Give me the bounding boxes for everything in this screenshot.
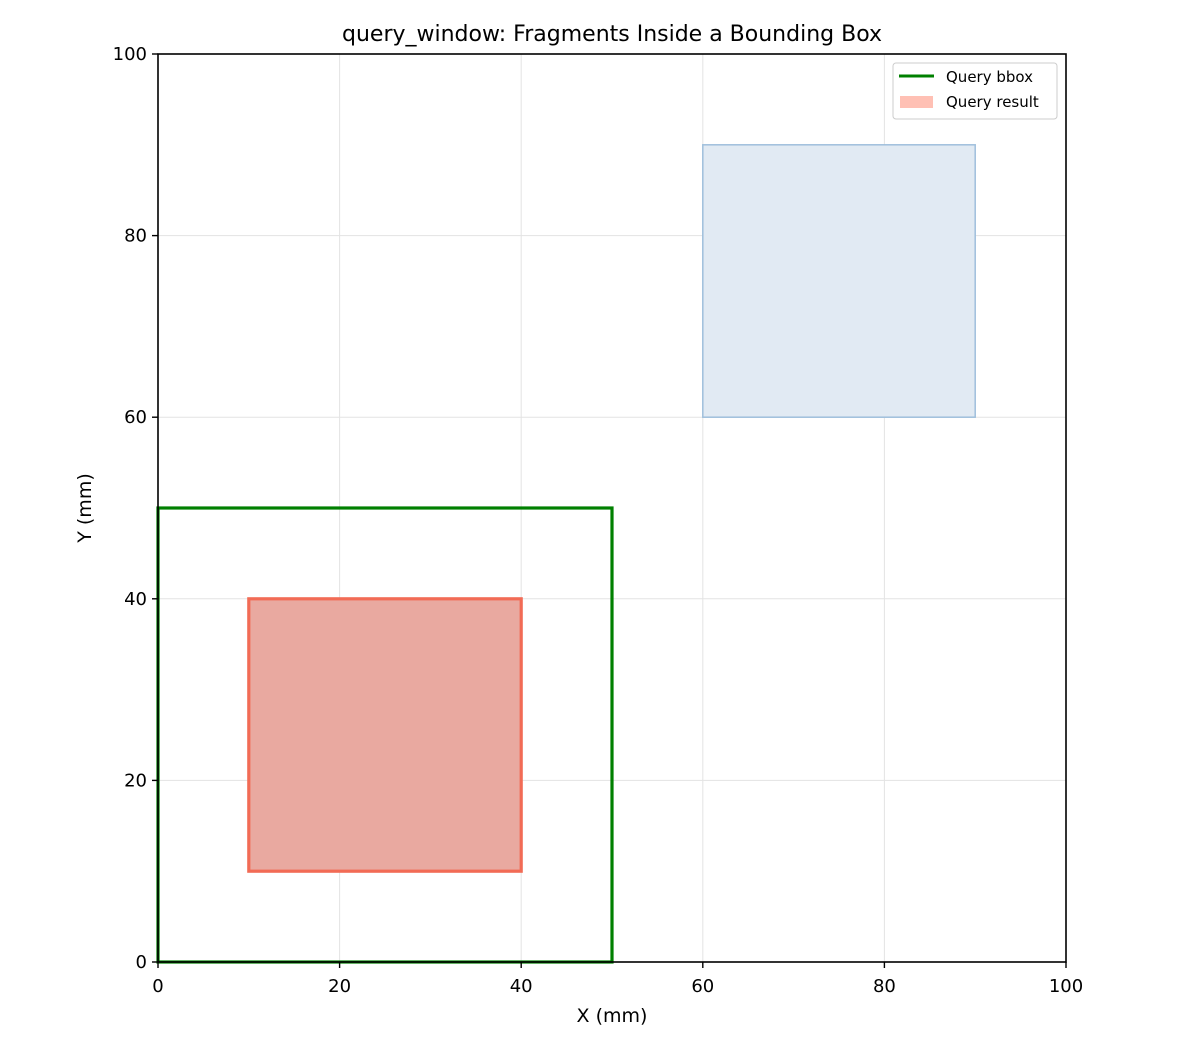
legend: Query bbox Query result bbox=[892, 62, 1058, 120]
fragment-rect bbox=[702, 144, 976, 418]
query-result-rect bbox=[247, 597, 523, 873]
chart-title: query_window: Fragments Inside a Boundin… bbox=[342, 22, 882, 47]
legend-label-result: Query result bbox=[946, 93, 1039, 111]
y-tick-label-5: 100 bbox=[113, 44, 147, 65]
y-tick-label-1: 20 bbox=[124, 770, 147, 791]
x-tick-label-3: 60 bbox=[691, 976, 714, 997]
y-axis-label: Y (mm) bbox=[74, 473, 96, 544]
shape-layer bbox=[156, 144, 976, 964]
y-tick-label-3: 60 bbox=[124, 407, 147, 428]
y-tick-label-0: 0 bbox=[136, 952, 147, 973]
plot-frame bbox=[157, 53, 1067, 963]
y-tick-label-2: 40 bbox=[124, 589, 147, 610]
x-tick-label-2: 40 bbox=[510, 976, 533, 997]
x-tick-label-4: 80 bbox=[873, 976, 896, 997]
legend-patch-swatch bbox=[900, 96, 933, 108]
legend-label-bbox: Query bbox bbox=[946, 68, 1033, 86]
x-tick-label-1: 20 bbox=[328, 976, 351, 997]
x-tick-label-0: 0 bbox=[152, 976, 163, 997]
y-tick-label-4: 80 bbox=[124, 226, 147, 247]
tick-layer: 0 20 40 60 80 100 0 20 40 60 80 100 bbox=[113, 44, 1084, 997]
x-axis-label: X (mm) bbox=[577, 1005, 648, 1027]
x-tick-label-5: 100 bbox=[1049, 976, 1083, 997]
